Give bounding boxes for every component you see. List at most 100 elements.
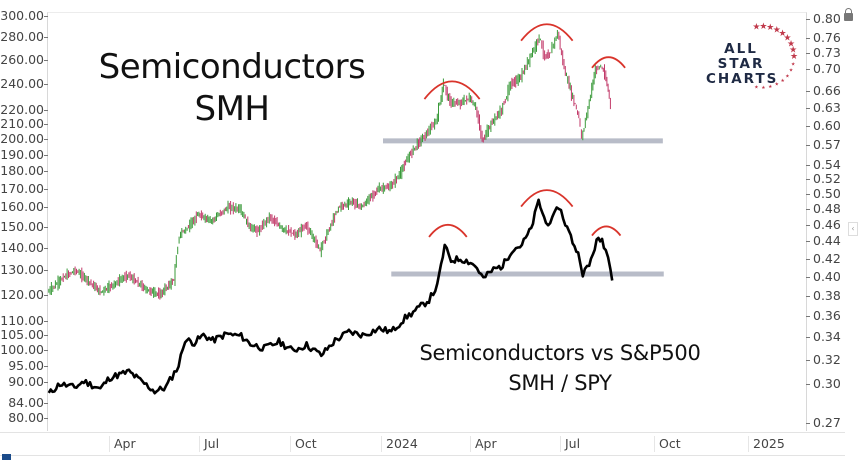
svg-text:★: ★ xyxy=(780,78,784,84)
left-axis-tick xyxy=(44,294,48,296)
right-axis-tick xyxy=(806,208,810,210)
time-axis[interactable]: Apr Jul Oct 2024 Apr Jul Oct 2025 xyxy=(0,432,845,456)
right-axis-tick-label: 0.27 xyxy=(813,415,841,430)
smh-arc-right-shoulder xyxy=(591,56,626,69)
ratio-title-line1: Semiconductors vs S&P500 xyxy=(419,341,701,365)
ratio-arc-left-shoulder xyxy=(428,223,468,238)
right-axis-tick-label: 0.60 xyxy=(813,118,841,133)
right-axis-tick xyxy=(806,295,810,297)
left-axis-tick xyxy=(44,36,48,38)
all-star-charts-logo: ★ ★ ★ ★ ★ ★ ★ ★ ★ ★ ★ ★ ★ ★ ★ ★ ★ ALL STAR CHARTS xyxy=(700,22,810,92)
right-axis-tick xyxy=(806,423,810,424)
logo-line2: CHARTS xyxy=(706,71,779,87)
right-axis-tick xyxy=(806,276,810,278)
time-axis-label: Apr xyxy=(109,436,136,452)
left-axis-tick-label: 130.00 xyxy=(0,262,44,278)
left-axis-tick xyxy=(44,59,48,61)
left-axis-tick xyxy=(44,418,48,419)
time-axis-label: Jul xyxy=(199,436,219,452)
right-axis-tick xyxy=(806,241,810,243)
svg-text:★: ★ xyxy=(789,68,793,74)
left-axis-tick xyxy=(44,335,48,337)
left-axis-tick-label: 160.00 xyxy=(0,199,44,215)
right-axis-tick-label: 0.36 xyxy=(813,307,841,323)
right-axis-tick-label: 0.48 xyxy=(813,200,841,216)
right-axis-tick xyxy=(806,126,810,127)
left-axis-tick xyxy=(44,226,48,228)
right-axis-tick-label: 0.40 xyxy=(813,268,841,284)
left-axis-tick xyxy=(44,350,48,352)
time-axis-label-partial xyxy=(44,436,48,452)
plot-area[interactable] xyxy=(47,12,807,431)
lock-icon[interactable] xyxy=(844,8,853,21)
left-axis-tick xyxy=(44,110,48,112)
left-axis-tick-label: 95.00 xyxy=(8,357,44,373)
star-ring-icon: ★★★★★★★★★★★★★★★★★ xyxy=(752,22,798,91)
left-axis-tick-label: 90.00 xyxy=(8,374,44,390)
svg-text:★: ★ xyxy=(779,29,787,39)
svg-text:★: ★ xyxy=(754,85,758,91)
right-axis-tick xyxy=(806,224,810,226)
smh-candles xyxy=(48,30,611,300)
right-axis-tick-label: 0.54 xyxy=(813,157,841,173)
collapse-panel-icon[interactable]: ‹ xyxy=(848,222,858,236)
smh-chart-title: Semiconductors SMH xyxy=(82,46,382,130)
svg-text:★: ★ xyxy=(752,23,760,33)
ratio-arc-right-shoulder xyxy=(591,225,622,237)
left-axis-tick-label: 150.00 xyxy=(0,218,44,234)
right-axis-tick xyxy=(806,53,810,55)
right-axis-tick xyxy=(806,383,810,385)
left-axis-tick-label: 220.00 xyxy=(0,102,44,118)
time-axis-label: Oct xyxy=(654,436,681,452)
left-axis-tick xyxy=(44,124,48,126)
svg-text:★: ★ xyxy=(783,34,791,44)
right-axis-tick-label: 0.34 xyxy=(813,329,841,345)
left-axis-tick-label: 80.00 xyxy=(8,410,44,425)
right-axis-tick-label: 0.44 xyxy=(813,233,841,249)
right-axis-tick-label: 0.38 xyxy=(813,287,841,303)
right-axis-tick-label: 0.42 xyxy=(813,250,841,266)
left-axis-tick xyxy=(44,154,48,156)
ratio-chart-title: Semiconductors vs S&P500 SMH / SPY xyxy=(395,338,725,398)
left-axis-tick-label: 120.00 xyxy=(0,286,44,302)
time-axis-label: 2024 xyxy=(381,436,418,452)
svg-text:★: ★ xyxy=(768,84,772,90)
left-axis-tick-label: 180.00 xyxy=(0,163,44,179)
left-axis-tick-label: 280.00 xyxy=(0,28,44,44)
smh-title-line2: SMH xyxy=(194,89,270,129)
logo-line1: ALL STAR xyxy=(717,41,765,72)
right-axis-tick-label: 0.63 xyxy=(813,99,841,115)
left-axis-tick-label: 84.00 xyxy=(8,395,44,411)
right-axis-tick xyxy=(806,258,810,260)
ratio-arc-head xyxy=(520,189,574,208)
svg-text:★: ★ xyxy=(785,73,789,79)
left-axis-tick xyxy=(44,365,48,367)
right-axis-tick xyxy=(806,359,810,361)
right-axis-tick-label: 0.70 xyxy=(813,60,841,76)
right-axis-tick-label: 0.46 xyxy=(813,216,841,232)
left-axis-tick-label: 170.00 xyxy=(0,180,44,196)
left-axis-tick-label: 100.00 xyxy=(0,342,44,358)
left-axis-tick-label: 210.00 xyxy=(0,116,44,132)
left-axis-tick xyxy=(44,247,48,249)
left-axis-tick-label: 190.00 xyxy=(0,146,44,162)
left-axis-tick-label: 300.00 xyxy=(0,8,44,23)
left-axis-tick-label: 260.00 xyxy=(0,51,44,67)
left-axis-tick xyxy=(44,403,48,405)
right-axis-tick-label: 0.57 xyxy=(813,137,841,153)
left-axis-tick xyxy=(44,382,48,384)
right-axis-tick xyxy=(806,337,810,339)
right-axis-tick xyxy=(806,38,810,40)
left-axis-tick xyxy=(44,139,48,141)
svg-text:★: ★ xyxy=(791,62,795,68)
ratio-title-line2: SMH / SPY xyxy=(508,371,612,395)
ratio-line xyxy=(47,198,614,395)
left-axis-tick xyxy=(44,16,48,17)
right-axis-tick xyxy=(806,165,810,167)
right-axis-tick xyxy=(806,179,810,181)
smh-title-line1: Semiconductors xyxy=(98,47,366,87)
time-axis-label: Oct xyxy=(290,436,317,452)
left-axis-tick-label: 200.00 xyxy=(0,131,44,147)
